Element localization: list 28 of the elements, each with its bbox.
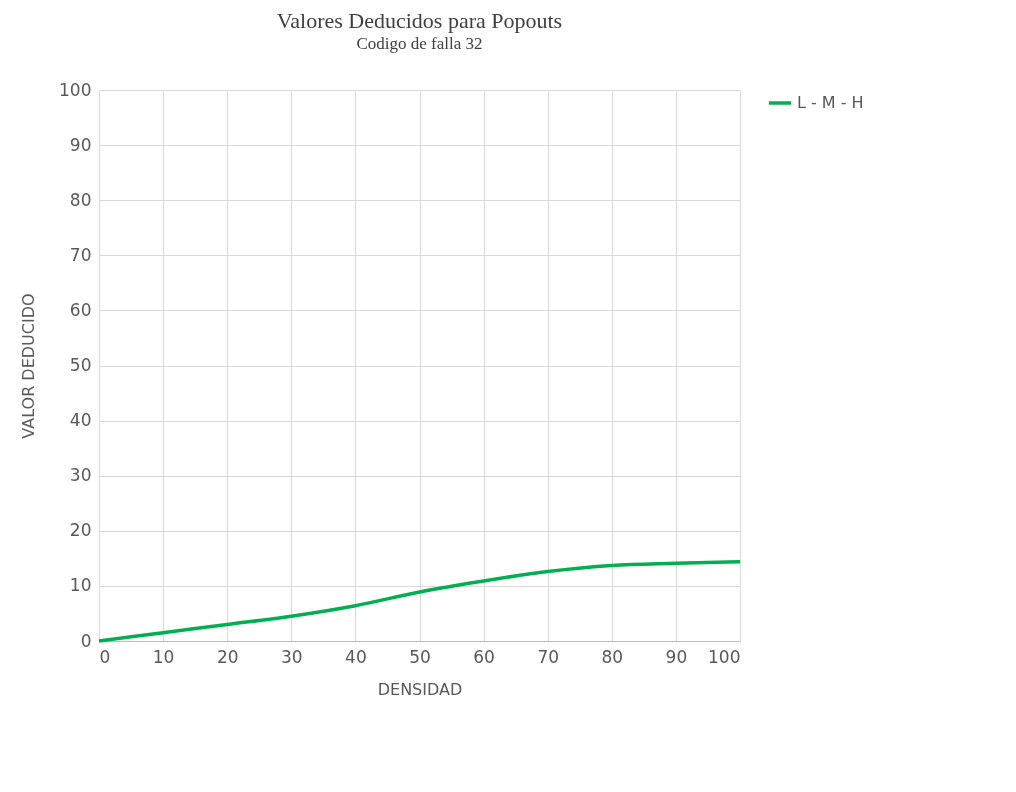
line-series bbox=[97, 559, 742, 643]
x-tick-label: 90 bbox=[665, 646, 688, 667]
y-axis-title: VALOR DEDUCIDO bbox=[19, 293, 39, 439]
x-tick-label: 50 bbox=[409, 646, 431, 667]
x-tick-label: 60 bbox=[473, 646, 495, 667]
y-tick-label: 50 bbox=[69, 355, 92, 375]
y-tick-label: 90 bbox=[69, 134, 92, 155]
y-tick-label: 60 bbox=[69, 299, 92, 320]
x-tick-label: 70 bbox=[537, 646, 560, 667]
chart-subtitle: Codigo de falla 32 bbox=[356, 34, 483, 53]
x-tick-label: 30 bbox=[280, 646, 303, 667]
legend-label: L - M - H bbox=[797, 93, 864, 112]
x-tick-label: 100 bbox=[708, 646, 741, 667]
x-tick-label: 0 bbox=[99, 646, 111, 667]
y-tick-label: 10 bbox=[69, 575, 92, 596]
y-tick-label: 70 bbox=[69, 244, 92, 265]
chart-title: Valores Deducidos para Popouts bbox=[276, 8, 563, 33]
x-axis-title: DENSIDAD bbox=[377, 679, 463, 699]
x-tick-label: 20 bbox=[216, 646, 239, 667]
x-tick-label: 80 bbox=[601, 646, 624, 667]
x-tick-label: 10 bbox=[152, 646, 175, 667]
y-tick-label: 30 bbox=[69, 465, 92, 486]
y-tick-label: 20 bbox=[69, 520, 92, 541]
y-tick-label: 0 bbox=[80, 630, 92, 651]
y-tick-label: 80 bbox=[69, 189, 92, 210]
y-tick-label: 100 bbox=[59, 79, 92, 100]
y-tick-label: 40 bbox=[69, 410, 92, 431]
x-tick-label: 40 bbox=[345, 646, 367, 667]
